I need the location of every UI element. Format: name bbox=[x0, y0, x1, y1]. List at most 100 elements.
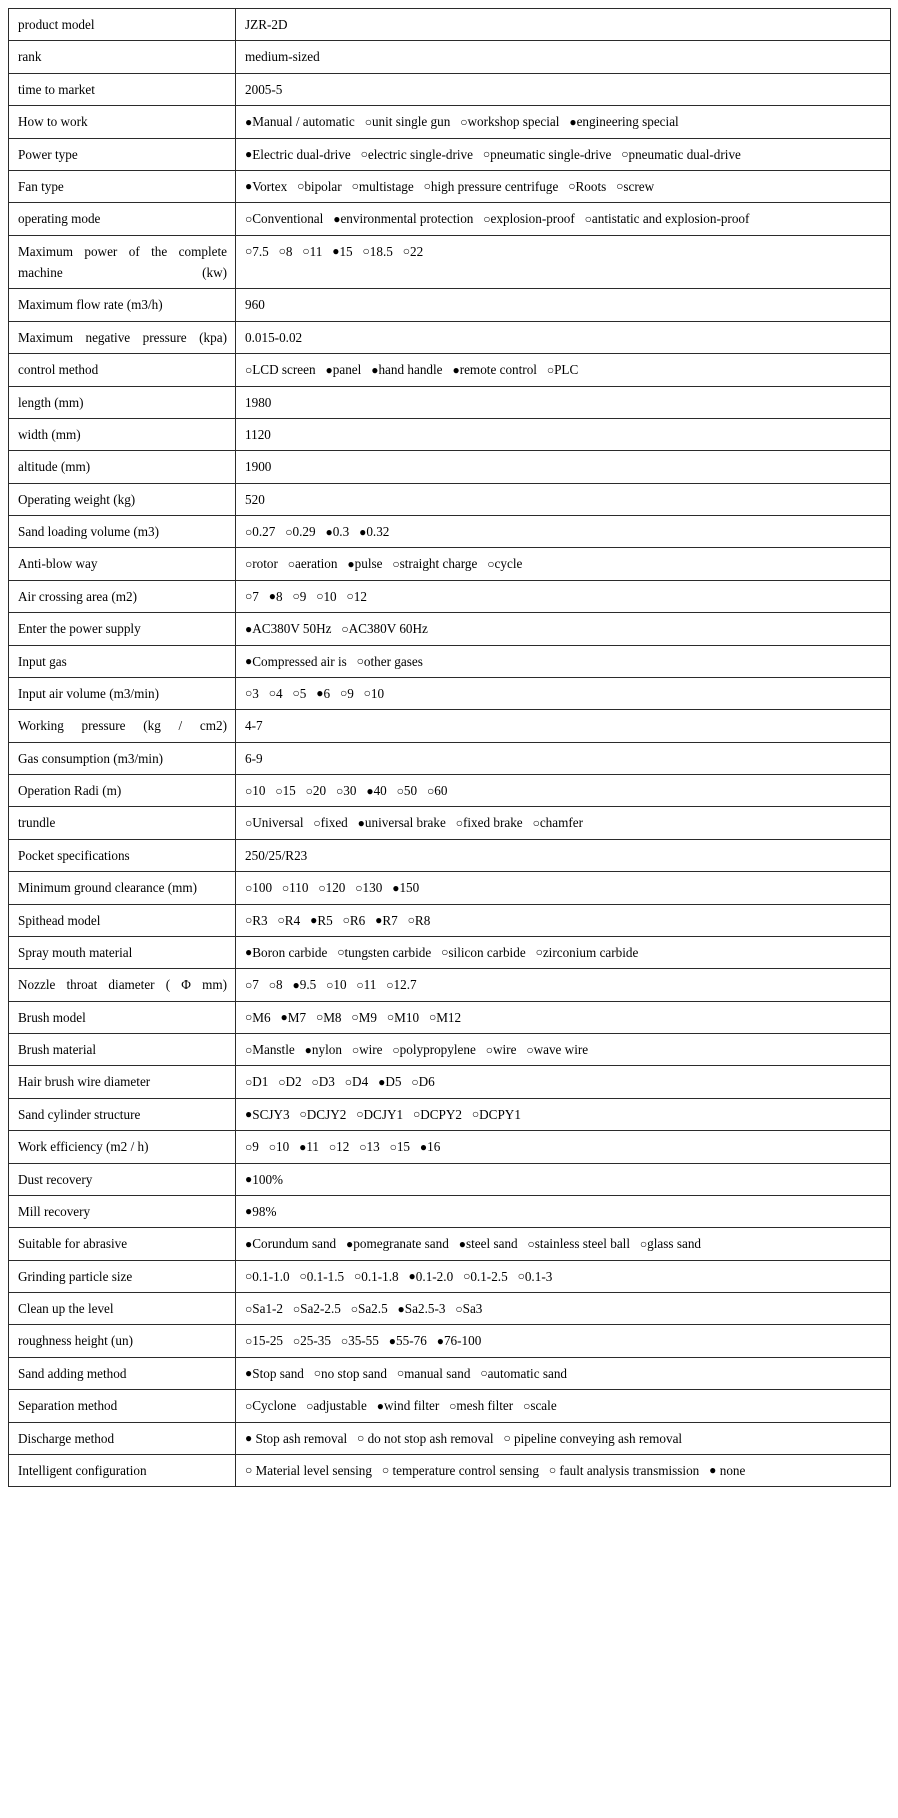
radio-unselected-icon[interactable] bbox=[503, 1431, 510, 1445]
option-dcjy2[interactable]: DCJY2 bbox=[300, 1107, 347, 1122]
option-stop-sand[interactable]: Stop sand bbox=[245, 1366, 304, 1381]
option-r5[interactable]: R5 bbox=[310, 913, 333, 928]
option-dcpy1[interactable]: DCPY1 bbox=[472, 1107, 521, 1122]
option-18-5[interactable]: 18.5 bbox=[363, 244, 393, 259]
radio-selected-icon[interactable] bbox=[280, 1010, 287, 1024]
option-15-25[interactable]: 15-25 bbox=[245, 1333, 283, 1348]
radio-unselected-icon[interactable] bbox=[483, 212, 490, 226]
radio-unselected-icon[interactable] bbox=[392, 1043, 399, 1057]
radio-unselected-icon[interactable] bbox=[528, 1237, 535, 1251]
radio-unselected-icon[interactable] bbox=[293, 1334, 300, 1348]
radio-unselected-icon[interactable] bbox=[245, 1302, 252, 1316]
radio-selected-icon[interactable] bbox=[398, 1302, 405, 1316]
option-m12[interactable]: M12 bbox=[429, 1010, 461, 1025]
radio-selected-icon[interactable] bbox=[245, 622, 252, 636]
radio-selected-icon[interactable] bbox=[371, 363, 378, 377]
option-engineering-special[interactable]: engineering special bbox=[569, 114, 678, 129]
radio-unselected-icon[interactable] bbox=[318, 881, 325, 895]
radio-selected-icon[interactable] bbox=[452, 363, 459, 377]
option-polypropylene[interactable]: polypropylene bbox=[392, 1042, 475, 1057]
radio-selected-icon[interactable] bbox=[310, 913, 317, 927]
radio-unselected-icon[interactable] bbox=[483, 147, 490, 161]
radio-unselected-icon[interactable] bbox=[245, 589, 252, 603]
radio-unselected-icon[interactable] bbox=[487, 557, 494, 571]
option-fixed-brake[interactable]: fixed brake bbox=[456, 815, 523, 830]
option-vortex[interactable]: Vortex bbox=[245, 179, 287, 194]
option-11[interactable]: 11 bbox=[299, 1139, 319, 1154]
radio-selected-icon[interactable] bbox=[366, 784, 373, 798]
option-r8[interactable]: R8 bbox=[408, 913, 431, 928]
option-nylon[interactable]: nylon bbox=[305, 1042, 342, 1057]
radio-unselected-icon[interactable] bbox=[245, 1075, 252, 1089]
radio-selected-icon[interactable] bbox=[389, 1334, 396, 1348]
radio-unselected-icon[interactable] bbox=[549, 1463, 556, 1477]
radio-unselected-icon[interactable] bbox=[293, 1302, 300, 1316]
option-mesh-filter[interactable]: mesh filter bbox=[449, 1398, 513, 1413]
radio-unselected-icon[interactable] bbox=[392, 557, 399, 571]
radio-unselected-icon[interactable] bbox=[337, 945, 344, 959]
option-0-1-1-5[interactable]: 0.1-1.5 bbox=[300, 1269, 345, 1284]
radio-unselected-icon[interactable] bbox=[356, 1107, 363, 1121]
option-8[interactable]: 8 bbox=[269, 589, 283, 604]
radio-unselected-icon[interactable] bbox=[269, 1140, 276, 1154]
radio-unselected-icon[interactable] bbox=[306, 784, 313, 798]
option-scjy3[interactable]: SCJY3 bbox=[245, 1107, 290, 1122]
option-0-27[interactable]: 0.27 bbox=[245, 524, 275, 539]
option-lcd-screen[interactable]: LCD screen bbox=[245, 362, 316, 377]
option-0-1-3[interactable]: 0.1-3 bbox=[518, 1269, 553, 1284]
radio-selected-icon[interactable] bbox=[378, 1075, 385, 1089]
radio-unselected-icon[interactable] bbox=[288, 557, 295, 571]
option-silicon-carbide[interactable]: silicon carbide bbox=[441, 945, 526, 960]
radio-selected-icon[interactable] bbox=[245, 115, 252, 129]
option-0-32[interactable]: 0.32 bbox=[359, 524, 389, 539]
option-pomegranate-sand[interactable]: pomegranate sand bbox=[346, 1236, 449, 1251]
option-universal-brake[interactable]: universal brake bbox=[358, 815, 446, 830]
radio-unselected-icon[interactable] bbox=[427, 784, 434, 798]
radio-unselected-icon[interactable] bbox=[536, 945, 543, 959]
option-35-55[interactable]: 35-55 bbox=[341, 1333, 379, 1348]
option-plc[interactable]: PLC bbox=[547, 362, 578, 377]
radio-selected-icon[interactable] bbox=[333, 212, 340, 226]
radio-unselected-icon[interactable] bbox=[523, 1399, 530, 1413]
radio-unselected-icon[interactable] bbox=[336, 784, 343, 798]
option-tungsten-carbide[interactable]: tungsten carbide bbox=[337, 945, 431, 960]
option-ac380v-60hz[interactable]: AC380V 60Hz bbox=[341, 621, 428, 636]
radio-unselected-icon[interactable] bbox=[547, 363, 554, 377]
option-automatic-sand[interactable]: automatic sand bbox=[480, 1366, 567, 1381]
radio-unselected-icon[interactable] bbox=[245, 1010, 252, 1024]
option-d5[interactable]: D5 bbox=[378, 1074, 401, 1089]
option-boron-carbide[interactable]: Boron carbide bbox=[245, 945, 327, 960]
option-pneumatic-dual-drive[interactable]: pneumatic dual-drive bbox=[621, 147, 741, 162]
option-11[interactable]: 11 bbox=[356, 977, 376, 992]
radio-unselected-icon[interactable] bbox=[313, 816, 320, 830]
option-100[interactable]: 100% bbox=[245, 1172, 283, 1187]
radio-selected-icon[interactable] bbox=[245, 147, 252, 161]
option-ac380v-50hz[interactable]: AC380V 50Hz bbox=[245, 621, 332, 636]
option-cyclone[interactable]: Cyclone bbox=[245, 1398, 296, 1413]
radio-unselected-icon[interactable] bbox=[278, 913, 285, 927]
radio-unselected-icon[interactable] bbox=[245, 1140, 252, 1154]
radio-unselected-icon[interactable] bbox=[355, 881, 362, 895]
radio-unselected-icon[interactable] bbox=[408, 913, 415, 927]
radio-selected-icon[interactable] bbox=[420, 1140, 427, 1154]
radio-unselected-icon[interactable] bbox=[245, 244, 252, 258]
option-steel-sand[interactable]: steel sand bbox=[459, 1236, 518, 1251]
radio-unselected-icon[interactable] bbox=[357, 654, 364, 668]
radio-unselected-icon[interactable] bbox=[275, 784, 282, 798]
option-15[interactable]: 15 bbox=[275, 783, 295, 798]
option-0-3[interactable]: 0.3 bbox=[325, 524, 349, 539]
option-chamfer[interactable]: chamfer bbox=[533, 815, 583, 830]
radio-unselected-icon[interactable] bbox=[455, 1302, 462, 1316]
radio-unselected-icon[interactable] bbox=[526, 1043, 533, 1057]
option-material-level-sensing[interactable]: Material level sensing bbox=[245, 1463, 372, 1478]
option-40[interactable]: 40 bbox=[366, 783, 386, 798]
option-12[interactable]: 12 bbox=[347, 589, 367, 604]
option-12-7[interactable]: 12.7 bbox=[386, 977, 416, 992]
radio-unselected-icon[interactable] bbox=[357, 1431, 364, 1445]
option-150[interactable]: 150 bbox=[392, 880, 419, 895]
radio-selected-icon[interactable] bbox=[245, 1107, 252, 1121]
option-corundum-sand[interactable]: Corundum sand bbox=[245, 1236, 336, 1251]
option-universal[interactable]: Universal bbox=[245, 815, 304, 830]
radio-unselected-icon[interactable] bbox=[533, 816, 540, 830]
option-bipolar[interactable]: bipolar bbox=[297, 179, 342, 194]
